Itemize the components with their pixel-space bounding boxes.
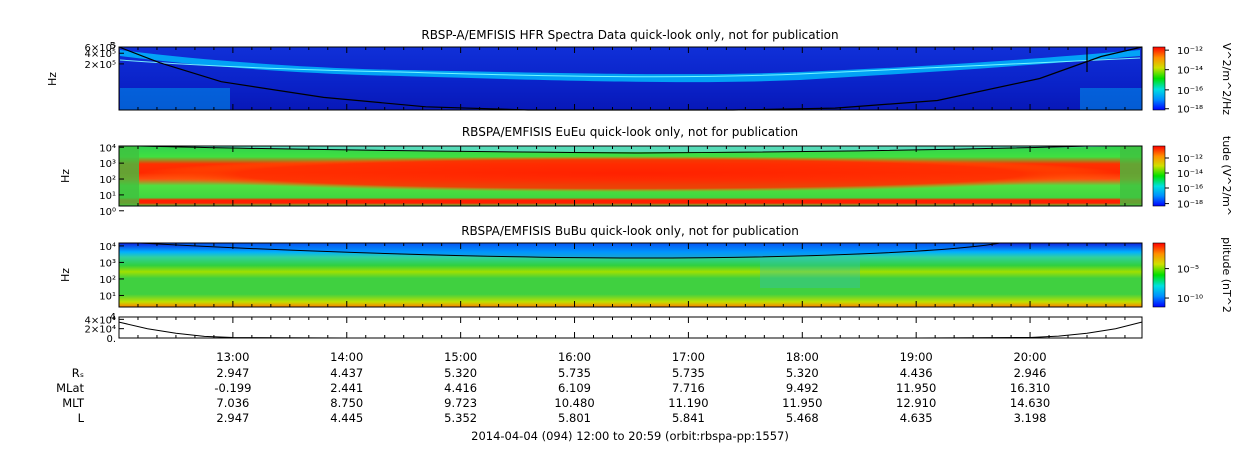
ephemeris-value: 4.445 [330, 411, 363, 425]
ytick-label: 10² [99, 175, 116, 186]
ephemeris-value: 5.468 [786, 411, 819, 425]
ytick-label: 4×10⁵ [85, 49, 116, 60]
ephemeris-value: 8.750 [330, 396, 363, 410]
eueu-ylabel: Hz [59, 169, 72, 183]
xtick-label: 20:00 [1013, 350, 1046, 364]
ephemeris-value: 7.716 [672, 381, 705, 395]
ytick-label: 10⁴ [99, 143, 116, 154]
ytick-label: 10¹ [99, 291, 116, 302]
hfr-colorbar-label: V^2/m^2/Hz [1220, 43, 1233, 115]
hfr-ylabel: Hz [46, 72, 59, 86]
ephemeris-value: 12.910 [896, 396, 936, 410]
bubu-panel: RBSPA/EMFISIS BuBu quick-look only, not … [59, 224, 1233, 313]
colorbar-tick-label: 10⁻¹² [1177, 46, 1203, 57]
ephemeris-value: 6.109 [558, 381, 591, 395]
ephemeris-row-label: MLT [62, 396, 85, 410]
ytick-label: 2×10⁵ [85, 60, 116, 71]
hfr-top-label: 5 [110, 41, 116, 52]
ephemeris-value: 4.416 [444, 381, 477, 395]
ephemeris-value: 4.635 [900, 411, 933, 425]
ephemeris-value: 3.198 [1014, 411, 1047, 425]
xtick-label: 18:00 [786, 350, 819, 364]
line-top-label: 4 [110, 312, 116, 323]
ephemeris-value: 9.492 [786, 381, 819, 395]
ephemeris-value: 5.320 [786, 366, 819, 380]
ephemeris-value: 5.841 [672, 411, 705, 425]
ephemeris-row-label: Rₛ [72, 366, 84, 380]
ephemeris-row-label: L [78, 411, 85, 425]
ytick-label: 10² [99, 275, 116, 286]
ephemeris-value: 2.947 [216, 366, 249, 380]
ytick-label: 10³ [99, 258, 116, 269]
bubu-colorbar-label: plitude (nT^2 [1220, 237, 1233, 313]
ephemeris-value: 10.480 [554, 396, 594, 410]
ephemeris-row-label: MLat [56, 381, 84, 395]
colorbar-tick-label: 10⁻¹⁶ [1177, 184, 1203, 195]
ytick-label: 10¹ [99, 191, 116, 202]
colorbar-tick-label: 10⁻¹⁸ [1177, 105, 1203, 116]
ephemeris-value: 2.441 [330, 381, 363, 395]
xtick-label: 14:00 [330, 350, 363, 364]
ephemeris-value: 11.950 [896, 381, 936, 395]
ephemeris-value: 5.801 [558, 411, 591, 425]
ephemeris-value: 9.723 [444, 396, 477, 410]
ytick-label: 0. [106, 334, 116, 345]
hfr-title: RBSP-A/EMFISIS HFR Spectra Data quick-lo… [421, 28, 838, 42]
eueu-colorbar-label: tude (V^2/m^ [1220, 136, 1233, 216]
ephemeris-value: 7.036 [216, 396, 249, 410]
xtick-label: 19:00 [900, 350, 933, 364]
footer: 2014-04-04 (094) 12:00 to 20:59 (orbit:r… [471, 429, 789, 443]
bubu-title: RBSPA/EMFISIS BuBu quick-look only, not … [461, 224, 799, 238]
colorbar-tick-label: 10⁻¹⁴ [1177, 66, 1203, 77]
colorbar-tick-label: 10⁻¹² [1177, 154, 1203, 165]
colorbar-tick-label: 10⁻¹⁶ [1177, 86, 1203, 97]
colorbar-tick-label: 10⁻¹⁴ [1177, 169, 1203, 180]
colorbar-tick-label: 10⁻¹⁰ [1177, 294, 1203, 305]
colorbar-tick-label: 10⁻⁵ [1177, 265, 1199, 276]
ytick-label: 10⁰ [99, 207, 116, 218]
eueu-panel: RBSPA/EMFISIS EuEu quick-look only, not … [59, 125, 1233, 218]
ephemeris-value: 5.320 [444, 366, 477, 380]
xtick-label: 13:00 [216, 350, 249, 364]
eueu-title: RBSPA/EMFISIS EuEu quick-look only, not … [462, 125, 798, 139]
colorbar-tick-label: 10⁻¹⁸ [1177, 200, 1203, 211]
ytick-label: 4×10⁴ [85, 315, 116, 326]
ephemeris-value: 11.190 [668, 396, 708, 410]
xtick-label: 15:00 [444, 350, 477, 364]
ephemeris-value: 4.437 [330, 366, 363, 380]
ephemeris-value: 5.352 [444, 411, 477, 425]
ytick-label: 10⁴ [99, 242, 116, 253]
ephemeris-value: 16.310 [1010, 381, 1050, 395]
bubu-ylabel: Hz [59, 268, 72, 282]
ephemeris-value: 4.436 [900, 366, 933, 380]
ephemeris-value: 2.947 [216, 411, 249, 425]
ephemeris-value: -0.199 [214, 381, 251, 395]
ytick-label: 10³ [99, 159, 116, 170]
ytick-label: 2×10⁴ [85, 325, 116, 336]
hfr-panel: RBSP-A/EMFISIS HFR Spectra Data quick-lo… [46, 28, 1233, 116]
xtick-label: 17:00 [672, 350, 705, 364]
ephemeris-value: 5.735 [558, 366, 591, 380]
ephemeris-value: 11.950 [782, 396, 822, 410]
ytick-label: 6×10⁵ [85, 43, 116, 54]
ephemeris-value: 14.630 [1010, 396, 1050, 410]
ephemeris-value: 2.946 [1014, 366, 1047, 380]
xtick-label: 16:00 [558, 350, 591, 364]
ephemeris-value: 5.735 [672, 366, 705, 380]
